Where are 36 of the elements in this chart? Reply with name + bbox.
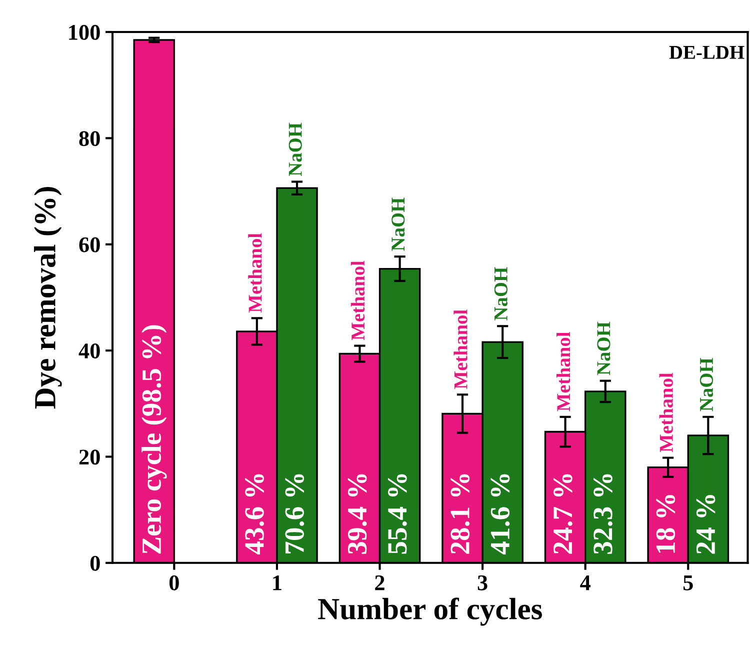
- text: NaOH: [288, 122, 302, 176]
- x-tick-label: 0: [169, 575, 179, 590]
- x-axis-title: Number of cycles: [318, 598, 542, 626]
- annotation: DE-LDH: [669, 46, 744, 59]
- y-tick-label: 60: [79, 237, 100, 252]
- data-label: 55.4 %: [388, 474, 407, 554]
- y-tick-label: 80: [79, 131, 100, 146]
- text: NaOH: [597, 322, 610, 376]
- data-label: 18 %: [656, 495, 676, 553]
- text: NaOH: [392, 198, 405, 251]
- x-tick-label: 2: [375, 575, 384, 590]
- data-label: 70.6 %: [285, 474, 304, 554]
- text: NaOH: [494, 267, 508, 320]
- data-label: 24.7 %: [554, 474, 572, 554]
- y-tick-label: 0: [90, 556, 100, 571]
- text: Methanol: [350, 260, 365, 340]
- y-axis-title: Dye removal (%): [34, 187, 62, 409]
- data-label: 28.1 %: [450, 474, 470, 554]
- data-label: Zero cycle (98.5 %): [141, 325, 167, 554]
- data-label: 43.6 %: [245, 474, 264, 555]
- text: Methanol: [248, 233, 262, 313]
- data-label: 24 %: [696, 495, 716, 554]
- y-tick-label: 100: [69, 24, 100, 40]
- data-label: 32.3 %: [594, 474, 612, 554]
- text: Methanol: [454, 310, 468, 389]
- y-tick-label: 20: [79, 450, 100, 465]
- text: NaOH: [700, 358, 714, 412]
- x-tick-label: 1: [273, 575, 282, 590]
- y-tick-label: 40: [78, 343, 100, 358]
- text: Methanol: [659, 372, 673, 452]
- x-tick-label: 3: [478, 575, 488, 590]
- x-tick-label: 5: [683, 576, 693, 590]
- data-label: 41.6 %: [490, 474, 510, 555]
- x-tick-label: 4: [580, 575, 590, 590]
- text: Methanol: [556, 332, 570, 412]
- data-label: 39.4 %: [348, 474, 367, 554]
